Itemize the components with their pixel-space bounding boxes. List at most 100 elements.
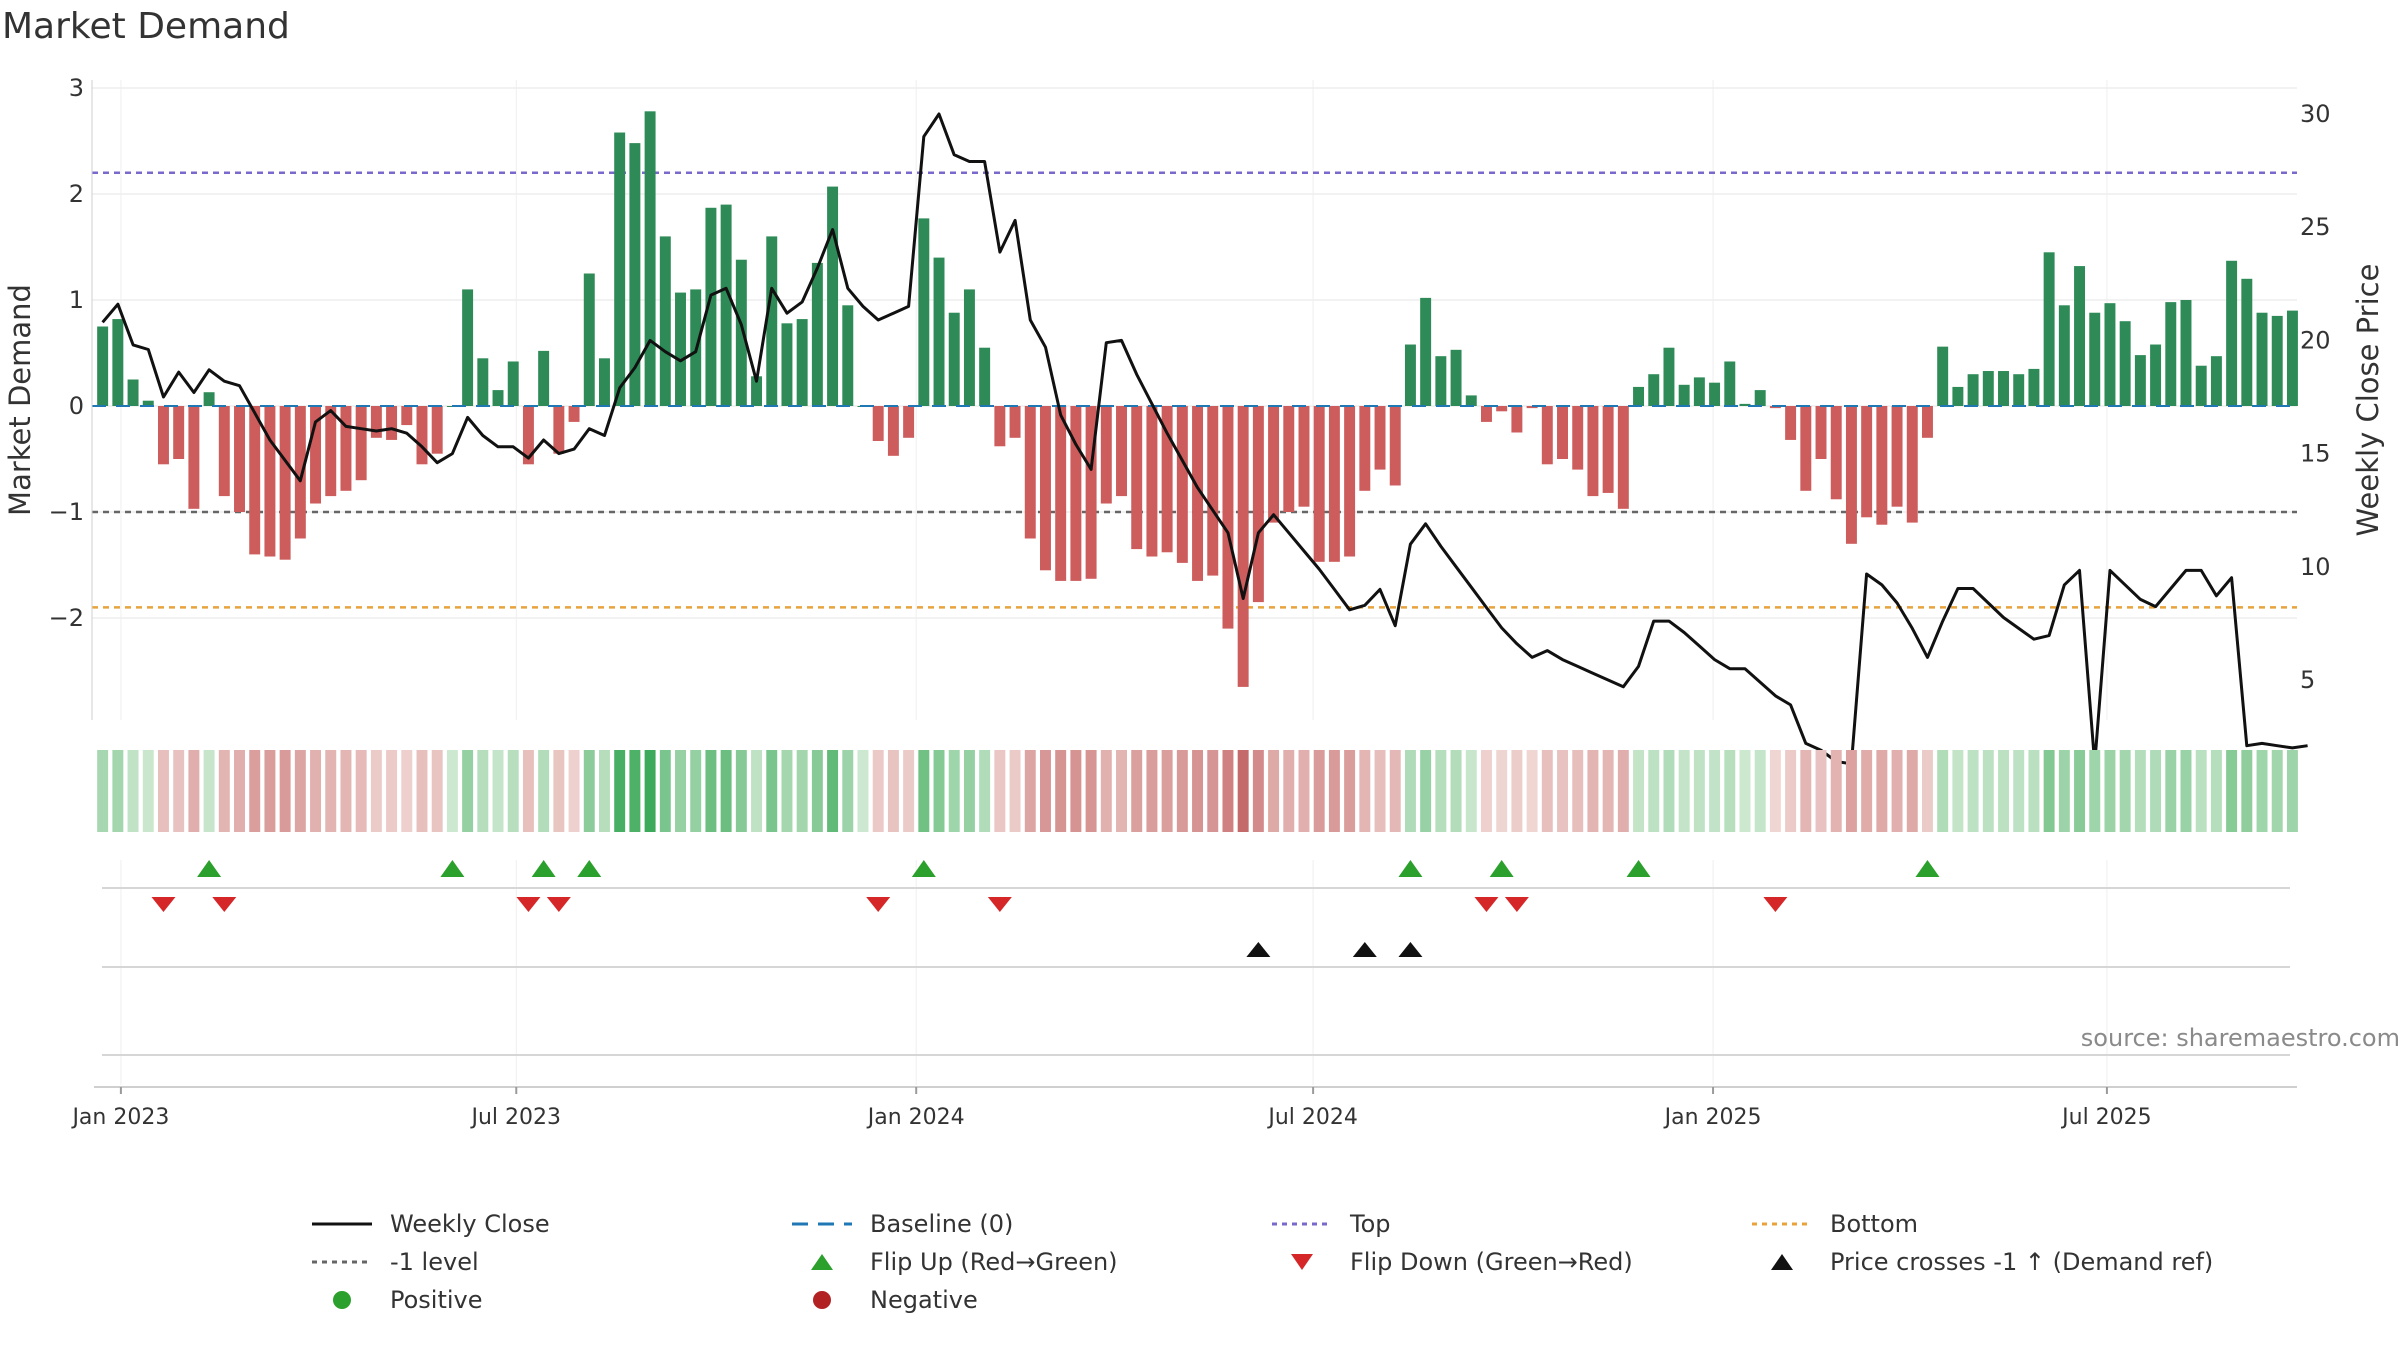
demand-bar [1587,406,1599,497]
demand-bar [614,132,626,406]
heat-cell [933,750,945,832]
demand-bar [842,305,854,406]
demand-bar [751,376,763,406]
heat-cell [538,750,550,832]
demand-bar [2043,252,2055,406]
demand-bar [1176,406,1188,563]
legend-item-baseline: Baseline (0) [792,1210,1013,1238]
heat-cell [705,750,717,832]
flip-up-marker [1398,860,1423,877]
heat-cell [1252,750,1264,832]
heat-cell [127,750,139,832]
flip-down-marker [516,897,541,912]
heat-cell [1328,750,1340,832]
demand-bar [872,406,884,441]
heat-cell [1678,750,1690,832]
legend-item-price-cross: Price crosses -1 ↑ (Demand ref) [1752,1248,2213,1276]
heat-cell [2271,750,2283,832]
demand-bar [325,406,337,497]
heat-cell [614,750,626,832]
legend-swatch-solid-line [312,1222,372,1226]
demand-bar [1541,406,1553,465]
grid-layer [92,80,2297,1085]
demand-bar [963,289,975,406]
heat-cell [1161,750,1173,832]
heat-cell [446,750,458,832]
demand-bar [97,326,109,406]
demand-bar [431,406,443,454]
heat-cell [431,750,443,832]
demand-bar [1982,371,1994,406]
heat-cell [2104,750,2116,832]
demand-bar [2104,303,2116,406]
heat-cell [2119,750,2131,832]
demand-bar [127,379,139,406]
demand-bar [1769,406,1781,409]
heat-cell [963,750,975,832]
demand-bar [1572,406,1584,470]
heat-cell [386,750,398,832]
heat-cell [1906,750,1918,832]
legend-item-positive: Positive [312,1286,483,1314]
demand-bar [1252,406,1264,603]
flip-down-marker [151,897,176,912]
heat-cell [1526,750,1538,832]
flip-down-marker [866,897,891,912]
heat-cell [751,750,763,832]
demand-bar [1845,406,1857,544]
demand-bar [979,347,991,406]
legend-item-flip-down: Flip Down (Green→Red) [1272,1248,1633,1276]
heat-cell [1572,750,1584,832]
heat-cell [629,750,641,832]
heat-cell [1176,750,1188,832]
demand-bar [887,406,899,456]
demand-bar [2165,302,2177,406]
demand-bar [2180,300,2192,406]
heat-cell [2286,750,2298,832]
circle-icon [813,1291,831,1309]
demand-bar [1754,390,1766,406]
demand-bar [1116,406,1127,497]
demand-bar [1633,386,1645,406]
heat-cell [310,750,322,832]
legend-item-flip-up: Flip Up (Red→Green) [792,1248,1118,1276]
heat-cell [568,750,580,832]
demand-bar [735,259,747,406]
heat-cell [918,750,930,832]
demand-bar [2150,344,2162,406]
y-tick-label: 2 [69,180,84,208]
demand-bar [1344,406,1356,557]
demand-bar [1055,406,1067,581]
demand-bar [234,406,245,512]
legend-label: Positive [390,1286,483,1314]
price-cross-marker [1398,942,1423,957]
demand-bar [538,350,550,406]
source-note: source: sharemaestro.com [2080,1024,2400,1052]
demand-bar [416,406,428,465]
x-tick-label: Jan 2025 [1663,1105,1762,1130]
heat-cell [1450,750,1462,832]
demand-bar [2134,355,2146,406]
x-tick-label: Jul 2024 [1266,1105,1358,1130]
demand-bar [310,406,322,504]
flip-down-marker [1504,897,1529,912]
demand-bar [2271,315,2283,406]
demand-bar [355,406,367,481]
heat-cell [203,750,215,832]
heat-cell [1222,750,1234,832]
heat-cell [2074,750,2086,832]
demand-bar [918,218,930,406]
flip-up-marker [1489,860,1514,877]
heat-cell [1648,750,1660,832]
heat-cell [218,750,230,832]
heat-cell [1389,750,1401,832]
demand-bar [1480,406,1492,422]
heat-cell [1344,750,1356,832]
demand-bar [1815,406,1827,459]
demand-bar [796,319,808,406]
price-cross-marker [1246,942,1271,957]
heat-cell [507,750,519,832]
flip-up-marker [577,860,602,877]
demand-bar [249,406,261,555]
